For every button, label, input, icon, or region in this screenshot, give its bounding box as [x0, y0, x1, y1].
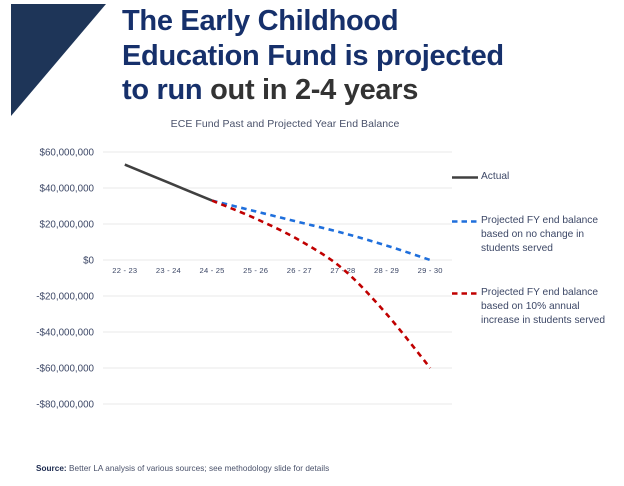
source-note: Source: Better LA analysis of various so… — [36, 464, 329, 473]
y-axis-tick-label: -$40,000,000 — [36, 328, 94, 339]
x-axis-tick-label: 24 - 25 — [200, 266, 225, 275]
x-axis-tick-label: 27 - 28 — [330, 266, 355, 275]
chart-region: ECE Fund Past and Projected Year End Bal… — [0, 118, 624, 428]
line-chart-plot: $60,000,000 $40,000,000 $20,000,000 $0 -$20,… — [36, 148, 452, 411]
chart-title: ECE Fund Past and Projected Year End Bal… — [170, 118, 400, 130]
legend-entry[interactable]: Projected FY end balance based on 10% an… — [452, 286, 620, 328]
legend-entry[interactable]: Actual — [452, 170, 620, 184]
y-axis-tick-label: $60,000,000 — [40, 148, 95, 159]
x-axis-tick-label: 23 - 24 — [156, 266, 181, 275]
headline-line-2: Education Fund is projected — [122, 39, 504, 72]
x-axis-tick-label: 22 - 23 — [112, 266, 137, 275]
chart-legend: Actual Projected FY end balance based on … — [452, 170, 620, 359]
y-axis-tick-label: $20,000,000 — [40, 220, 95, 231]
x-axis-tick-label: 29 - 30 — [418, 266, 443, 275]
data-series-line — [124, 163, 213, 202]
x-axis-tick-label: 26 - 27 — [287, 266, 312, 275]
y-axis-tick-label: -$60,000,000 — [36, 364, 94, 375]
legend-line-swatch — [452, 288, 478, 299]
x-axis-tick-label: 25 - 26 — [243, 266, 268, 275]
legend-label: Projected FY end balance based on 10% an… — [481, 287, 606, 327]
y-axis-tick-label: -$20,000,000 — [36, 292, 94, 303]
y-axis-tick-label: $0 — [83, 256, 94, 267]
x-axis-tick-label: 28 - 29 — [374, 266, 399, 275]
slide-headline: The Early Childhood Education Fund is pr… — [122, 4, 618, 108]
y-axis-tick-label: -$80,000,000 — [36, 400, 94, 411]
source-label: Source: — [36, 464, 67, 473]
y-axis-tick-label: $40,000,000 — [40, 184, 95, 195]
headline-line-3-dark: out in 2-4 years — [210, 74, 419, 106]
legend-label: Actual — [481, 171, 510, 182]
data-series-line — [211, 199, 432, 369]
legend-line-swatch — [452, 216, 478, 227]
headline-line-1: The Early Childhood — [122, 5, 399, 37]
decorative-corner-triangle — [11, 4, 106, 116]
legend-line-swatch — [452, 172, 478, 183]
headline-line-3-blue: to run — [122, 74, 211, 106]
legend-label: Projected FY end balance based on no cha… — [481, 215, 599, 255]
source-text: Better LA analysis of various sources; s… — [66, 464, 330, 473]
legend-entry[interactable]: Projected FY end balance based on no cha… — [452, 214, 620, 256]
data-series-line — [211, 199, 431, 262]
headline-line-3: to run out in 2-4 years — [122, 73, 618, 108]
